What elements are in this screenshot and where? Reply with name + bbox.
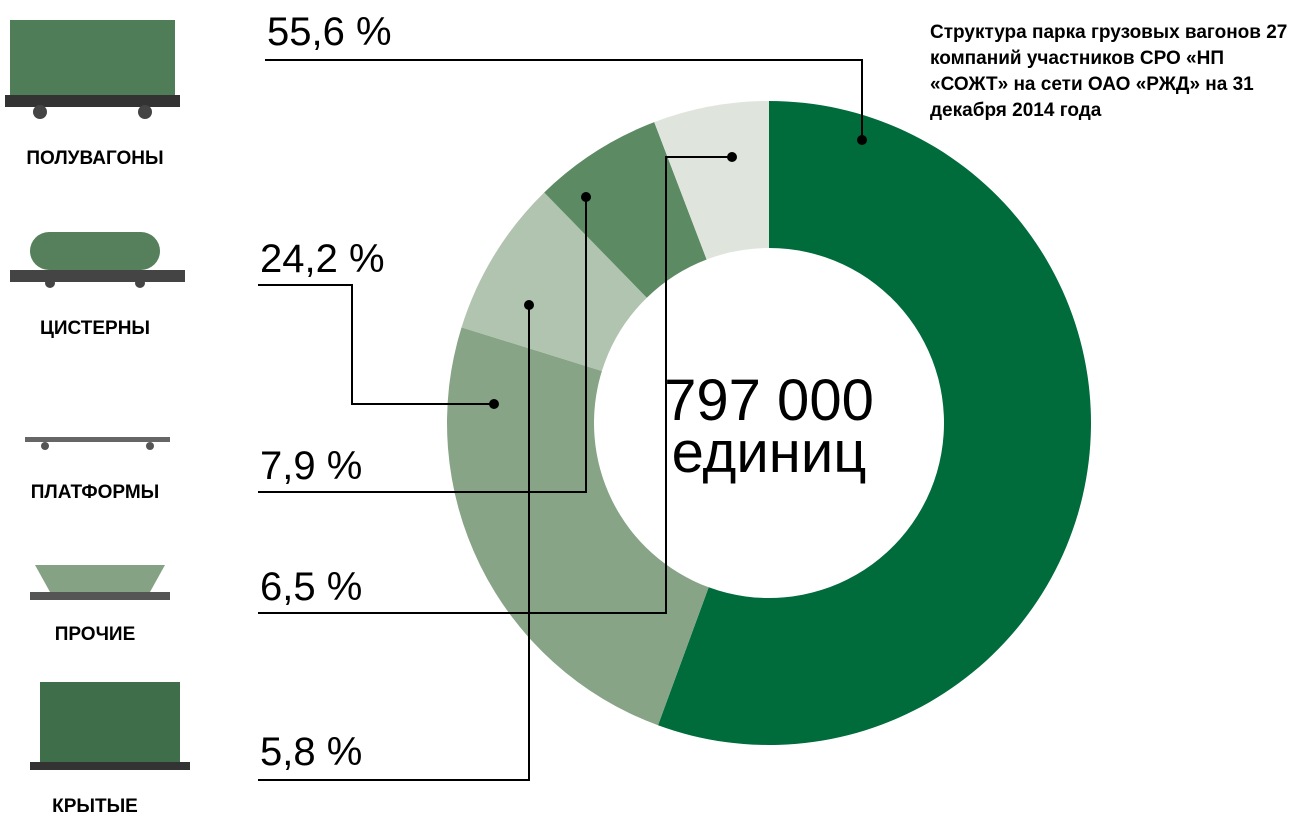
leader-line xyxy=(258,197,587,493)
category-label: ПЛАТФОРМЫ xyxy=(31,482,160,503)
donut-segment xyxy=(654,101,769,260)
center-total: 797 000 xyxy=(664,368,874,433)
category-label: ЦИСТЕРНЫ xyxy=(40,318,150,339)
value-label: 5,8 % xyxy=(260,730,362,774)
wagon-icons xyxy=(5,20,190,770)
icon-gondola-base xyxy=(5,95,180,107)
leader-dot xyxy=(489,399,499,409)
category-label: ПОЛУВАГОНЫ xyxy=(26,148,163,169)
leader-line xyxy=(258,305,530,781)
chart-title: Структура парка грузовых вагонов 27 комп… xyxy=(930,22,1288,121)
icon-tank xyxy=(30,232,160,270)
donut-segment xyxy=(461,192,647,372)
leader-dot xyxy=(581,192,591,202)
icon-gondola xyxy=(10,20,175,95)
donut-segment xyxy=(658,101,1091,745)
icon-hopper xyxy=(35,565,165,592)
leader-line xyxy=(265,59,863,140)
donut-segment xyxy=(447,327,709,726)
leader-line xyxy=(258,156,732,614)
value-label: 24,2 % xyxy=(260,237,385,281)
value-label: 6,5 % xyxy=(260,565,362,609)
leader-line xyxy=(258,284,494,405)
leader-dot xyxy=(727,152,737,162)
value-label: 55,6 % xyxy=(267,10,392,54)
leader-dot xyxy=(524,300,534,310)
category-label: ПРОЧИЕ xyxy=(55,624,136,645)
value-label: 7,9 % xyxy=(260,444,362,488)
icon-platform xyxy=(25,437,170,442)
icon-boxcar xyxy=(40,682,180,762)
center-unit: единиц xyxy=(672,420,867,485)
category-label: КРЫТЫЕ xyxy=(52,796,138,817)
leader-dot xyxy=(857,135,867,145)
